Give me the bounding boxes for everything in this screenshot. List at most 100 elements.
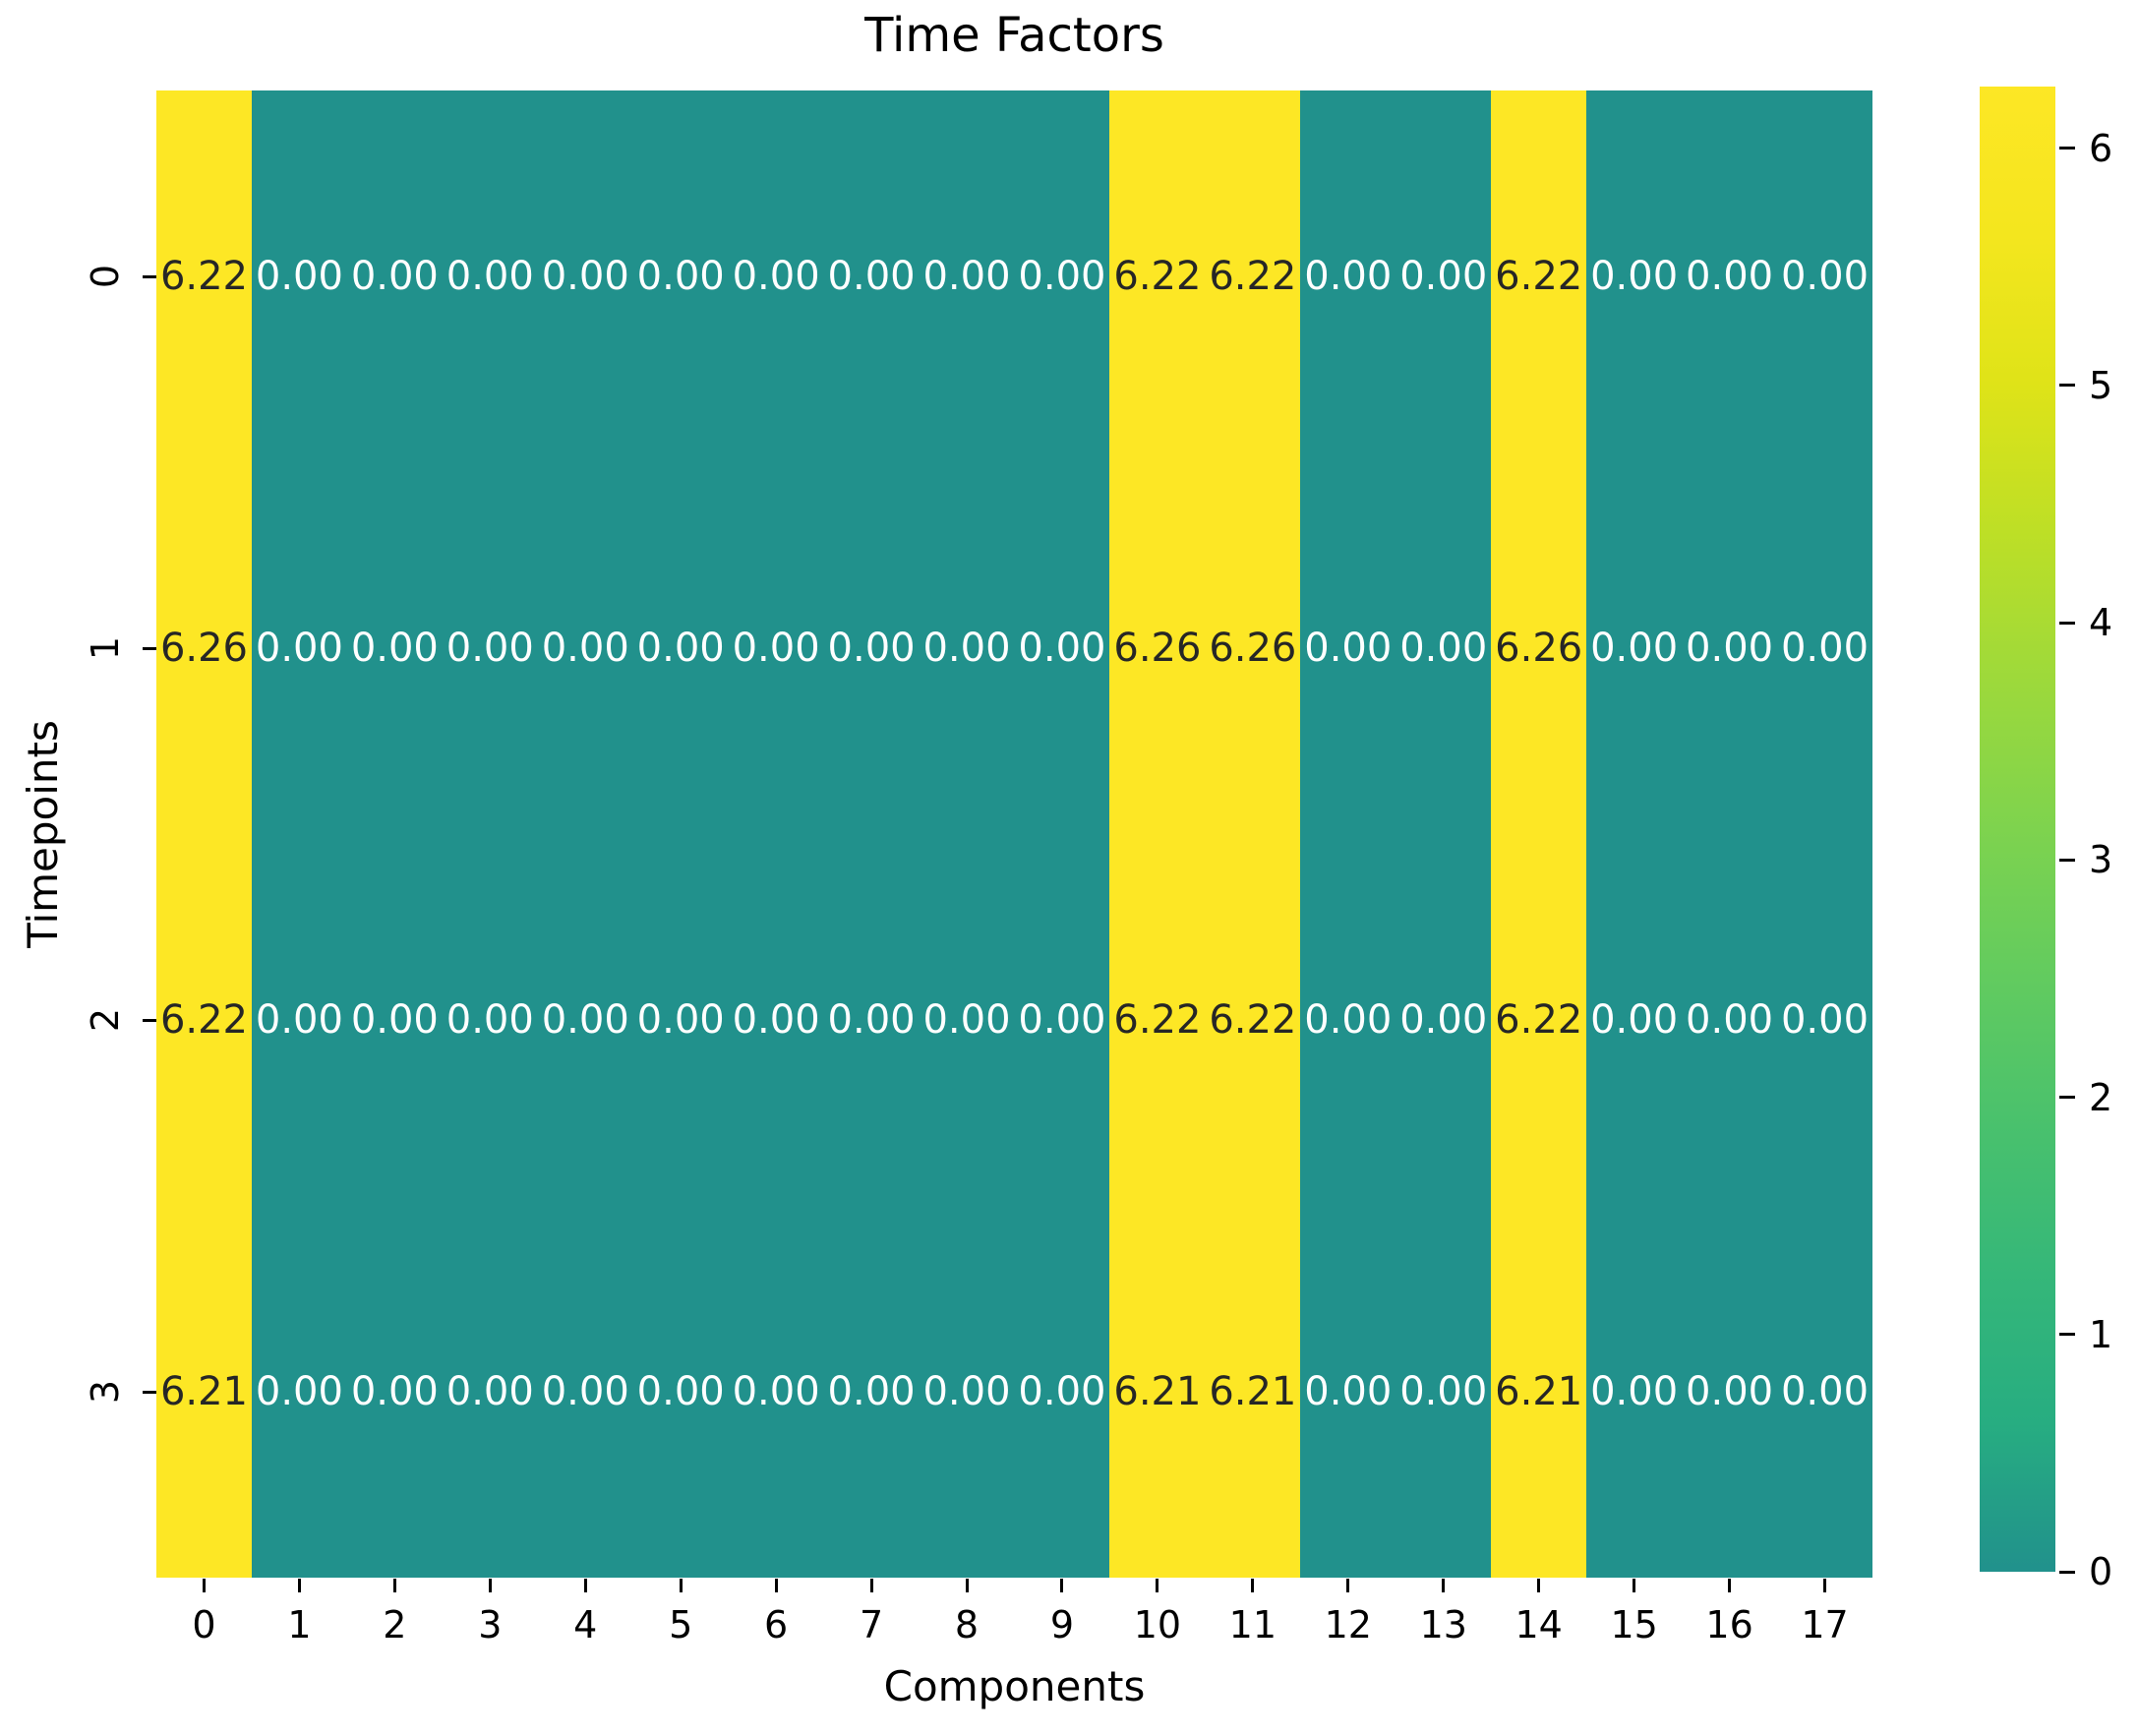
x-tick-mark	[1346, 1579, 1350, 1592]
cell-annotation: 6.21	[1113, 1369, 1202, 1414]
x-tick-label: 1	[287, 1603, 312, 1646]
heatmap-cell: 0.00	[1014, 462, 1110, 834]
heatmap-cell: 0.00	[632, 90, 729, 462]
heatmap-cell: 0.00	[1396, 1206, 1492, 1578]
y-tick-mark	[143, 1390, 156, 1394]
cell-annotation: 6.22	[159, 254, 248, 299]
x-tick-label: 15	[1610, 1603, 1658, 1646]
heatmap-cell: 0.00	[1682, 90, 1778, 462]
cell-annotation: 0.00	[255, 1369, 343, 1414]
x-tick-mark	[1823, 1579, 1827, 1592]
cell-annotation: 6.26	[1495, 626, 1583, 671]
heatmap-cell: 0.00	[919, 834, 1015, 1206]
heatmap-cell: 0.00	[251, 834, 347, 1206]
heatmap-cell: 0.00	[632, 834, 729, 1206]
x-tick-mark	[202, 1579, 206, 1592]
heatmap-cell: 0.00	[1777, 834, 1872, 1206]
heatmap-cell: 0.00	[728, 90, 824, 462]
heatmap-cell: 0.00	[251, 90, 347, 462]
heatmap-cell: 6.22	[1109, 834, 1206, 1206]
x-tick-label: 2	[383, 1603, 407, 1646]
cell-annotation: 0.00	[922, 626, 1011, 671]
heatmap-cell: 0.00	[919, 90, 1015, 462]
x-tick-mark	[774, 1579, 778, 1592]
cell-annotation: 0.00	[1018, 626, 1106, 671]
heatmap-cell: 0.00	[823, 1206, 920, 1578]
x-tick-label: 11	[1228, 1603, 1277, 1646]
x-tick-label: 13	[1419, 1603, 1467, 1646]
heatmap-cell: 6.22	[156, 834, 252, 1206]
x-tick-label: 0	[192, 1603, 216, 1646]
heatmap-cell: 0.00	[728, 1206, 824, 1578]
cell-annotation: 0.00	[1304, 626, 1393, 671]
cell-annotation: 0.00	[1018, 1369, 1106, 1414]
cell-annotation: 0.00	[1399, 626, 1488, 671]
heatmap-cell: 6.26	[1205, 462, 1301, 834]
cell-annotation: 0.00	[636, 626, 725, 671]
x-tick-label: 17	[1801, 1603, 1849, 1646]
cell-annotation: 6.26	[1113, 626, 1202, 671]
x-tick-label: 6	[764, 1603, 789, 1646]
colorbar-tick-mark	[2059, 147, 2075, 150]
heatmap-cell: 0.00	[1777, 90, 1872, 462]
x-tick-mark	[1537, 1579, 1541, 1592]
heatmap-cell: 6.22	[1205, 90, 1301, 462]
heatmap-cell: 0.00	[1586, 1206, 1683, 1578]
cell-annotation: 0.00	[1686, 997, 1774, 1043]
x-tick-mark	[1442, 1579, 1446, 1592]
heatmap-cell: 0.00	[346, 90, 443, 462]
cell-annotation: 0.00	[1686, 254, 1774, 299]
heatmap-cell: 0.00	[442, 834, 538, 1206]
heatmap-cell: 0.00	[1682, 1206, 1778, 1578]
colorbar-tick-mark	[2059, 1096, 2075, 1100]
colorbar	[1980, 87, 2055, 1572]
heatmap-cell: 0.00	[442, 462, 538, 834]
heatmap-cell: 6.22	[1491, 90, 1587, 462]
cell-annotation: 0.00	[732, 626, 820, 671]
colorbar-tick-mark	[2059, 621, 2075, 625]
heatmap-cell: 6.22	[1205, 834, 1301, 1206]
y-tick-mark	[143, 274, 156, 278]
cell-annotation: 0.00	[1780, 1369, 1870, 1414]
cell-annotation: 6.26	[159, 626, 248, 671]
heatmap-cell: 0.00	[537, 1206, 633, 1578]
cell-annotation: 0.00	[1304, 254, 1393, 299]
cell-annotation: 6.21	[159, 1369, 248, 1414]
cell-annotation: 6.22	[1495, 254, 1583, 299]
x-tick-mark	[1156, 1579, 1159, 1592]
heatmap-cell: 6.22	[1491, 834, 1587, 1206]
cell-annotation: 0.00	[827, 997, 916, 1043]
x-tick-label: 4	[573, 1603, 598, 1646]
heatmap-cell: 6.22	[156, 90, 252, 462]
cell-annotation: 6.22	[1113, 997, 1202, 1043]
heatmap-cell: 0.00	[1300, 1206, 1396, 1578]
heatmap-cell: 0.00	[632, 1206, 729, 1578]
x-tick-label: 8	[954, 1603, 980, 1646]
cell-annotation: 0.00	[1780, 997, 1870, 1043]
cell-annotation: 0.00	[827, 626, 916, 671]
cell-annotation: 0.00	[922, 997, 1011, 1043]
y-tick-mark	[143, 1018, 156, 1022]
cell-annotation: 0.00	[445, 626, 534, 671]
cell-annotation: 0.00	[541, 1369, 629, 1414]
heatmap-cell: 0.00	[1396, 834, 1492, 1206]
x-tick-mark	[965, 1579, 969, 1592]
x-tick-label: 14	[1514, 1603, 1563, 1646]
cell-annotation: 0.00	[255, 997, 343, 1043]
heatmap-cell: 0.00	[1014, 834, 1110, 1206]
heatmap-cell: 0.00	[346, 1206, 443, 1578]
cell-annotation: 0.00	[1590, 997, 1679, 1043]
x-tick-mark	[1060, 1579, 1064, 1592]
x-tick-mark	[1728, 1579, 1732, 1592]
heatmap-cell: 0.00	[1396, 462, 1492, 834]
cell-annotation: 0.00	[732, 997, 820, 1043]
colorbar-tick-mark	[2059, 858, 2075, 862]
cell-annotation: 0.00	[732, 254, 820, 299]
heatmap-cell: 0.00	[442, 1206, 538, 1578]
heatmap-cell: 0.00	[728, 834, 824, 1206]
x-tick-label: 12	[1324, 1603, 1372, 1646]
cell-annotation: 6.26	[1209, 626, 1297, 671]
cell-annotation: 6.21	[1495, 1369, 1583, 1414]
cell-annotation: 0.00	[1590, 254, 1679, 299]
